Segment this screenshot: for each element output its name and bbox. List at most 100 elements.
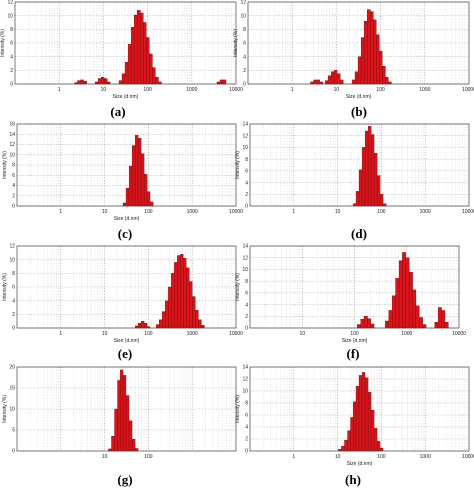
histogram-bar: [361, 372, 366, 452]
histogram-bar: [219, 79, 224, 85]
x-tick-label: 100: [144, 209, 153, 215]
histogram-bar: [150, 201, 154, 207]
histogram-bar: [357, 324, 361, 329]
histogram-bar: [370, 11, 374, 85]
y-tick-label: 8: [245, 401, 248, 407]
x-tick-label: 1000: [187, 331, 198, 337]
x-tick-label: 10000: [462, 454, 474, 460]
histogram-bar: [388, 310, 393, 329]
histogram-bar: [379, 194, 384, 207]
y-tick-label: 14: [242, 244, 248, 250]
y-tick-label: 15: [9, 386, 15, 392]
histogram-bar: [146, 191, 151, 207]
plot-frame: [16, 245, 237, 329]
x-tick-label: 10: [102, 331, 108, 337]
histogram-bar: [351, 79, 356, 85]
histogram-bar: [162, 311, 166, 329]
y-axis-label: Intensity (%): [233, 29, 239, 57]
chart-panel: 0 2 4 6 8 10 12 14 16 1 10 100 1000 10000 Size (d.nm) I…: [2, 122, 243, 241]
y-tick-label: 2: [10, 68, 13, 74]
histogram-bar: [121, 73, 126, 85]
histogram-bar: [134, 14, 138, 85]
x-tick-label: 10000: [229, 87, 243, 93]
y-tick-label: 12: [7, 0, 13, 6]
y-tick-label: 0: [243, 82, 246, 88]
plot-frame: [249, 123, 470, 207]
x-tick-label: 1000: [187, 209, 198, 215]
y-tick-label: 2: [12, 312, 15, 318]
histogram-bar: [122, 375, 127, 452]
histogram-bar: [131, 27, 135, 85]
y-tick-label: 4: [12, 298, 15, 304]
histogram-bar: [337, 73, 341, 85]
y-tick-label: 8: [243, 27, 246, 33]
x-axis-label: Size (d.nm): [342, 338, 368, 344]
y-tick-label: 2: [243, 68, 246, 74]
y-tick-label: 6: [245, 169, 248, 175]
histogram-bar: [124, 61, 129, 85]
y-tick-label: 0: [245, 449, 248, 455]
y-tick-label: 4: [245, 425, 248, 431]
y-axis-label: Intensity (%): [0, 29, 6, 57]
histogram-bar: [97, 78, 102, 85]
y-tick-label: 10: [242, 145, 248, 151]
histogram-bar: [134, 448, 139, 452]
y-tick-label: 2: [12, 193, 15, 199]
histogram-bar: [119, 369, 124, 452]
y-tick-label: 12: [9, 244, 15, 250]
plot-frame: [249, 366, 470, 452]
x-tick-label: 100: [377, 454, 386, 460]
y-tick-label: 10: [7, 13, 13, 19]
histogram-bar: [128, 165, 133, 207]
histogram-bar: [77, 80, 81, 85]
y-tick-label: 0: [12, 326, 15, 332]
x-tick-label: 10: [102, 454, 108, 460]
histogram-bar: [159, 319, 163, 329]
histogram-bar: [327, 75, 332, 85]
histogram-bar: [376, 34, 380, 85]
x-axis-label: Size (d.nm): [114, 338, 140, 344]
histogram-bar: [125, 187, 130, 207]
histogram-bar: [354, 71, 359, 85]
y-tick-label: 10: [9, 257, 15, 263]
histogram-bar: [370, 410, 375, 452]
y-tick-label: 10: [240, 13, 246, 19]
y-tick-label: 8: [12, 163, 15, 169]
histogram-bar: [405, 257, 410, 329]
x-tick-label: 100: [377, 209, 386, 215]
histogram-bar: [177, 255, 181, 329]
histogram-bar: [361, 147, 366, 207]
histogram-bar: [383, 203, 387, 207]
y-tick-label: 0: [10, 82, 13, 88]
y-tick-label: 2: [245, 437, 248, 443]
histogram-bar: [376, 175, 381, 207]
x-tick-label: 100: [350, 331, 359, 337]
histogram-bar: [168, 286, 172, 329]
y-tick-label: 0: [245, 204, 248, 210]
histogram-bar: [171, 273, 175, 329]
histogram-bar: [122, 202, 127, 207]
histogram-bar: [114, 408, 118, 452]
x-tick-label: 1: [291, 87, 294, 93]
chart-panel: 0 2 4 6 8 10 12 14 10 100 1000 10000 Size (d.nm) Inte…: [235, 244, 466, 361]
histogram-bar: [367, 392, 372, 452]
histogram-bar: [341, 446, 345, 452]
histogram-bar: [402, 252, 407, 329]
histogram-bar: [313, 79, 317, 85]
histogram-bar: [83, 81, 87, 85]
histogram-bar: [412, 289, 417, 329]
histogram-bar: [373, 428, 378, 452]
histogram-bar: [195, 310, 199, 329]
panel-letter: (h): [345, 472, 361, 487]
histogram-bar: [355, 386, 360, 452]
histogram-bar: [419, 317, 423, 329]
histogram-bar: [363, 316, 368, 329]
histogram-bar: [385, 76, 389, 85]
y-axis-label: Intensity (%): [2, 395, 8, 423]
x-tick-label: 1: [59, 209, 62, 215]
histogram-bar: [370, 323, 375, 329]
y-tick-label: 14: [9, 132, 15, 138]
histogram-bar: [189, 281, 193, 329]
x-tick-label: 10: [335, 454, 341, 460]
histogram-bar: [140, 320, 145, 329]
